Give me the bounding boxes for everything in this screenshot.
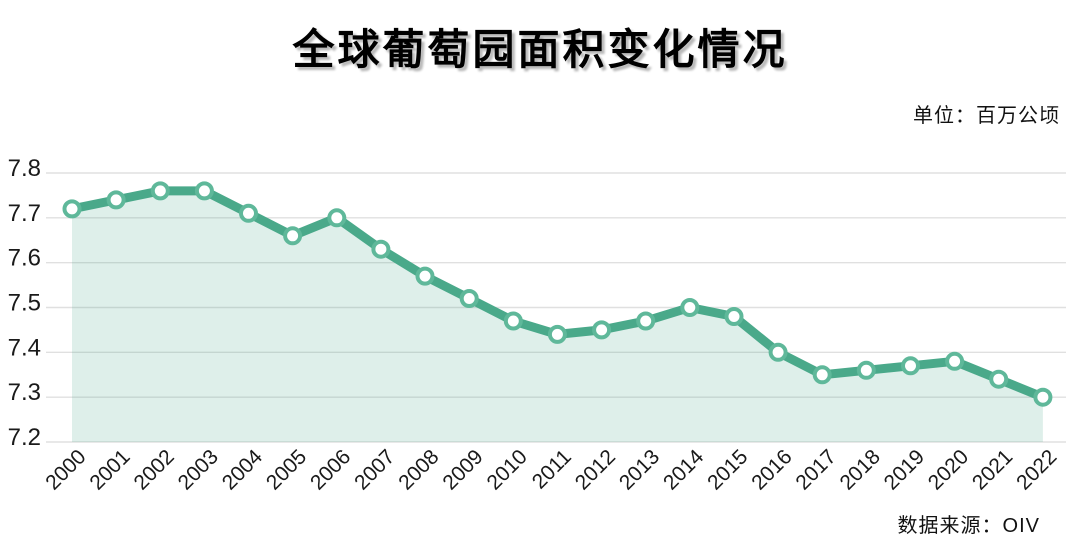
unit-label: 单位：百万公顷 <box>913 105 1060 127</box>
x-axis-tick-label: 2014 <box>659 445 709 495</box>
data-point-marker <box>592 320 612 340</box>
x-axis-tick-label: 2001 <box>85 445 134 494</box>
area-fill <box>72 190 1043 442</box>
x-axis-tick-label: 2016 <box>747 445 796 494</box>
data-point-marker <box>503 311 523 331</box>
data-point-marker <box>283 226 303 246</box>
data-point-marker <box>724 307 744 326</box>
y-axis-tick-label: 7.2 <box>8 424 41 451</box>
x-axis-tick-label: 2002 <box>129 445 178 494</box>
data-point-marker <box>636 311 656 331</box>
y-axis-tick-label: 7.5 <box>8 290 41 317</box>
data-point-marker <box>62 199 82 219</box>
x-axis-tick-label: 2018 <box>836 445 885 494</box>
y-axis-tick-label: 7.8 <box>8 155 41 182</box>
data-point-marker <box>945 351 965 371</box>
x-axis-tick-label: 2006 <box>306 445 355 494</box>
chart-title: 全球葡萄园面积变化情况 <box>292 26 788 73</box>
data-point-marker <box>680 298 700 317</box>
data-point-marker <box>812 365 832 385</box>
x-axis-tick-label: 2008 <box>394 445 443 494</box>
y-axis-tick-label: 7.7 <box>8 200 41 227</box>
x-axis-tick-label: 2017 <box>791 445 840 494</box>
x-axis-tick-label: 2005 <box>262 445 311 494</box>
data-point-marker <box>415 266 435 286</box>
data-point-marker <box>327 208 347 228</box>
x-axis-tick-label: 2000 <box>41 445 90 494</box>
data-point-marker <box>371 239 391 259</box>
x-axis-tick-label: 2013 <box>615 445 664 494</box>
data-point-marker <box>239 203 258 223</box>
y-axis-tick-label: 7.6 <box>8 245 41 272</box>
x-axis-tick-label: 2022 <box>1012 445 1061 494</box>
x-axis-tick-label: 2004 <box>218 445 268 495</box>
data-point-marker <box>856 360 876 380</box>
x-axis-tick-label: 2011 <box>528 445 576 493</box>
y-axis-tick-label: 7.4 <box>8 334 41 361</box>
x-axis-tick-label: 2010 <box>483 445 532 494</box>
x-axis-tick-label: 2012 <box>571 445 620 494</box>
data-point-marker <box>194 181 214 201</box>
data-point-marker <box>150 181 170 201</box>
data-source-label: 数据来源：OIV <box>897 515 1040 537</box>
x-axis-tick-label: 2009 <box>438 445 487 494</box>
x-axis-tick-label: 2021 <box>968 445 1017 494</box>
x-axis-tick-label: 2007 <box>350 445 399 494</box>
x-axis-tick-label: 2020 <box>924 445 973 494</box>
data-point-marker <box>989 369 1009 389</box>
data-point-marker <box>1033 387 1053 407</box>
y-axis-tick-label: 7.3 <box>8 379 41 406</box>
data-point-marker <box>901 356 920 376</box>
data-point-marker <box>547 324 567 344</box>
x-axis-tick-label: 2015 <box>703 445 752 494</box>
data-point-marker <box>459 289 479 308</box>
data-point-marker <box>768 342 788 362</box>
x-axis-tick-label: 2019 <box>880 445 929 494</box>
x-axis-tick-label: 2003 <box>174 445 223 494</box>
data-point-marker <box>106 190 126 210</box>
